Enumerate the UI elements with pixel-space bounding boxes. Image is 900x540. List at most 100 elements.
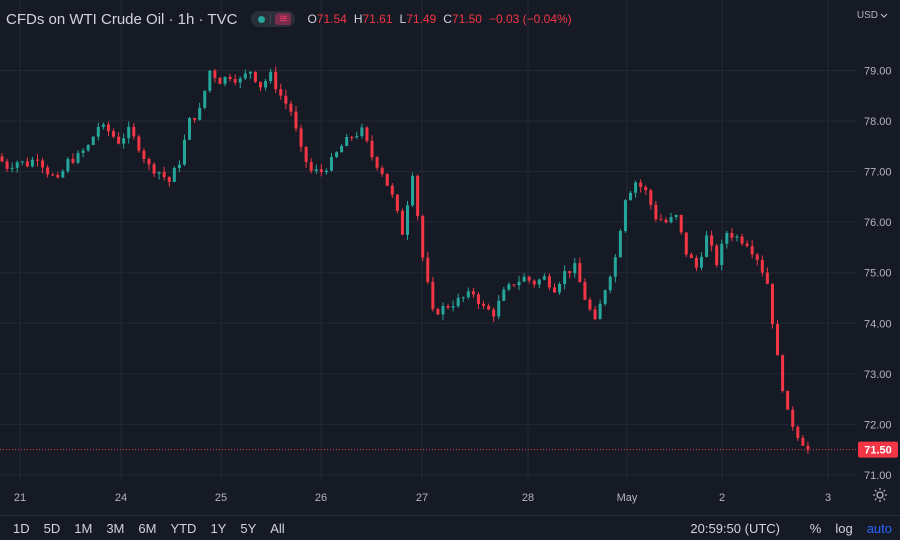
x-tick-label: 27 (416, 492, 428, 504)
candle-body (512, 284, 516, 286)
log-toggle[interactable]: log (835, 521, 853, 536)
candle-body (324, 170, 328, 173)
candle-body (796, 426, 800, 438)
candle-body (365, 127, 369, 141)
candle-body (623, 200, 627, 231)
chevron-down-icon (880, 13, 888, 18)
candle-body (806, 445, 810, 450)
candle-body (705, 235, 709, 257)
candle-body (86, 144, 90, 151)
candle-body (309, 162, 313, 172)
candle-body (689, 254, 693, 259)
pill-divider (270, 14, 272, 24)
candle-body (492, 309, 496, 317)
candle-body (431, 281, 435, 310)
candle-body (0, 156, 4, 162)
range-1y[interactable]: 1Y (210, 520, 227, 536)
candle-body (395, 194, 399, 211)
auto-toggle[interactable]: auto (866, 521, 892, 536)
candle-body (618, 230, 622, 258)
candle-body (46, 167, 50, 175)
candle-body (547, 276, 551, 288)
candle-body (563, 271, 567, 285)
candle-body (345, 137, 349, 147)
candle-body (461, 297, 465, 299)
range-selector: 1D 5D 1M 3M 6M YTD 1Y 5Y All (6, 521, 292, 536)
candle-body (142, 150, 146, 159)
candle-body (598, 303, 602, 320)
range-3m[interactable]: 3M (106, 520, 125, 536)
scale-controls: % log auto (810, 521, 892, 536)
range-5d[interactable]: 5D (43, 520, 61, 536)
ohlc-high: H71.61 (353, 12, 393, 26)
candle-body (335, 152, 339, 157)
candle-body (537, 279, 541, 285)
candle-body (476, 294, 480, 304)
candle-body (112, 131, 116, 137)
candle-body (390, 185, 394, 195)
x-tick-label: 24 (115, 492, 127, 504)
ohlc-open: O71.54 (307, 12, 347, 26)
last-price-label: 71.50 (864, 445, 892, 457)
candle-body (725, 233, 729, 244)
candle-body (568, 271, 572, 274)
gear-icon[interactable] (872, 487, 888, 503)
candle-body (776, 324, 780, 356)
candle-body (781, 355, 785, 391)
range-5y[interactable]: 5Y (240, 520, 257, 536)
candle-body (91, 136, 95, 145)
x-tick-label: May (617, 492, 638, 504)
candle-body (274, 71, 278, 90)
candle-body (674, 215, 678, 218)
status-pill[interactable]: ≋ (251, 11, 296, 27)
candle-body (629, 192, 633, 201)
range-1d[interactable]: 1D (13, 520, 30, 536)
candle-body (735, 236, 739, 238)
candle-body (765, 272, 769, 284)
candle-body (446, 306, 450, 308)
utc-clock[interactable]: 20:59:50 (UTC) (690, 521, 780, 536)
x-tick-label: 26 (315, 492, 327, 504)
candle-body (243, 73, 247, 79)
candle-body (20, 161, 24, 163)
currency-selector[interactable]: USD (857, 10, 888, 21)
candle-body (350, 137, 354, 139)
y-tick-label: 75.00 (864, 268, 892, 280)
candle-body (304, 146, 308, 163)
ohlc-low: L71.49 (399, 12, 437, 26)
candle-body (122, 138, 126, 144)
wave-icon[interactable]: ≋ (275, 13, 292, 25)
candle-body (502, 289, 506, 301)
candle-body (370, 140, 374, 158)
candle-body (162, 172, 166, 178)
symbol-title[interactable]: CFDs on WTI Crude Oil · 1h · TVC (6, 10, 238, 28)
candle-body (81, 150, 85, 153)
candle-body (659, 219, 663, 221)
candle-body (259, 81, 263, 88)
candle-body (400, 210, 404, 235)
range-ytd[interactable]: YTD (170, 520, 197, 536)
price-chart[interactable]: 71.00 72.00 73.00 74.00 75.00 76.00 77.00 78.00… (0, 0, 900, 515)
candle-body (699, 256, 703, 268)
candle-body (669, 217, 673, 223)
candle-body (329, 156, 333, 171)
candle-body (30, 159, 34, 167)
candle-body (127, 126, 131, 139)
candle-body (340, 146, 344, 153)
candle-body (182, 139, 186, 165)
candle-body (451, 306, 455, 308)
candle-body (487, 305, 491, 310)
candle-body (213, 70, 217, 78)
range-6m[interactable]: 6M (138, 520, 157, 536)
candle-body (426, 257, 430, 282)
range-all[interactable]: All (270, 520, 285, 536)
candle-body (117, 136, 121, 144)
candle-body (644, 187, 648, 191)
range-1m[interactable]: 1M (74, 520, 93, 536)
percent-toggle[interactable]: % (809, 521, 822, 536)
candle-body (760, 259, 764, 273)
candle-body (177, 164, 181, 168)
candle-body (51, 174, 55, 176)
y-tick-label: 74.00 (864, 318, 892, 330)
candle-body (96, 126, 100, 137)
